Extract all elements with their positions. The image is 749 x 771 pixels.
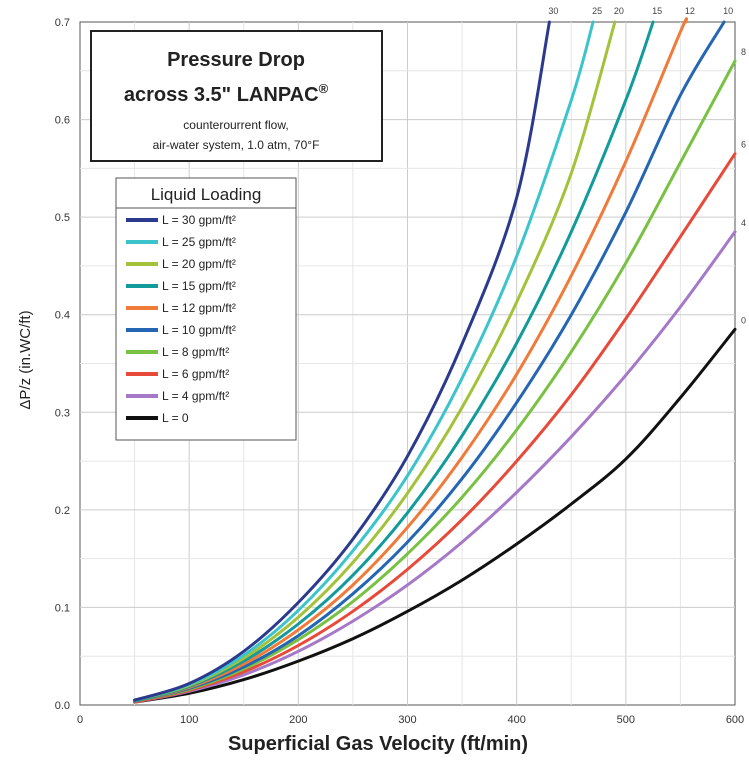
series-end-label: 20: [614, 6, 624, 16]
x-tick-label: 300: [398, 714, 416, 726]
series-end-label: 10: [723, 6, 733, 16]
chart-title-line1: Pressure Drop: [167, 49, 305, 71]
legend-label: L = 0: [162, 411, 189, 425]
legend: Liquid Loading L = 30 gpm/ft² L = 25 gpm/…: [115, 177, 297, 441]
legend-label: L = 25 gpm/ft²: [162, 235, 236, 249]
legend-label: L = 6 gpm/ft²: [162, 367, 229, 381]
series-line: [133, 327, 737, 704]
y-tick-label: 0.1: [55, 602, 70, 614]
legend-label: L = 8 gpm/ft²: [162, 345, 229, 359]
x-tick-label: 100: [180, 714, 198, 726]
y-tick-label: 0.3: [55, 407, 70, 419]
legend-label: L = 12 gpm/ft²: [162, 301, 236, 315]
title-box: Pressure Drop across 3.5" LANPAC® counte…: [90, 30, 383, 162]
series-end-label: 15: [652, 6, 662, 16]
series-line: [133, 152, 737, 704]
chart-subtitle-line1: counterourrent flow,: [183, 118, 288, 132]
series-line: [133, 20, 595, 702]
series-line: [133, 20, 617, 702]
y-tick-label: 0.4: [55, 310, 70, 322]
y-tick-label: 0.0: [55, 700, 70, 712]
series-lines: 0 4 6 8 10 12 15 20 25 30: [133, 6, 746, 704]
chart-subtitle-line2: air-water system, 1.0 atm, 70°F: [153, 138, 320, 152]
series-line: [133, 20, 551, 702]
legend-label: L = 10 gpm/ft²: [162, 323, 236, 337]
x-tick-label: 600: [726, 714, 744, 726]
registered-mark: ®: [319, 81, 329, 96]
series-end-label: 4: [741, 218, 746, 228]
series-line: [133, 230, 737, 704]
x-tick-label: 0: [77, 714, 83, 726]
y-tick-label: 0.5: [55, 212, 70, 224]
x-tick-label: 200: [289, 714, 307, 726]
chart-title-line2: across 3.5" LANPAC®: [124, 81, 329, 106]
y-tick-label: 0.7: [55, 17, 70, 29]
series-end-label: 6: [741, 140, 746, 150]
x-tick-label: 400: [507, 714, 525, 726]
legend-label: L = 30 gpm/ft²: [162, 213, 236, 227]
legend-label: L = 20 gpm/ft²: [162, 257, 236, 271]
legend-title: Liquid Loading: [151, 185, 262, 204]
series-line: [133, 20, 726, 703]
series-line: [133, 17, 689, 703]
y-tick-label: 0.6: [55, 115, 70, 127]
chart-title-line2-text: across 3.5" LANPAC: [124, 84, 319, 106]
series-end-label: 12: [685, 6, 695, 16]
series-end-label: 25: [592, 6, 602, 16]
axes: 0 100 200 300 400 500 600 0.0 0.1 0.2 0.3 0.4 0.5 0.6…: [55, 17, 744, 726]
series-end-label: 8: [741, 47, 746, 57]
series-end-label: 0: [741, 315, 746, 325]
series-line: [133, 20, 655, 703]
y-tick-label: 0.2: [55, 505, 70, 517]
x-tick-label: 500: [617, 714, 635, 726]
legend-label: L = 4 gpm/ft²: [162, 389, 229, 403]
series-line: [133, 59, 737, 703]
x-axis-label: Superficial Gas Velocity (ft/min): [228, 733, 528, 755]
legend-label: L = 15 gpm/ft²: [162, 279, 236, 293]
y-axis-label: ΔP/z (in.WC/ft): [17, 310, 34, 409]
series-end-label: 30: [548, 6, 558, 16]
